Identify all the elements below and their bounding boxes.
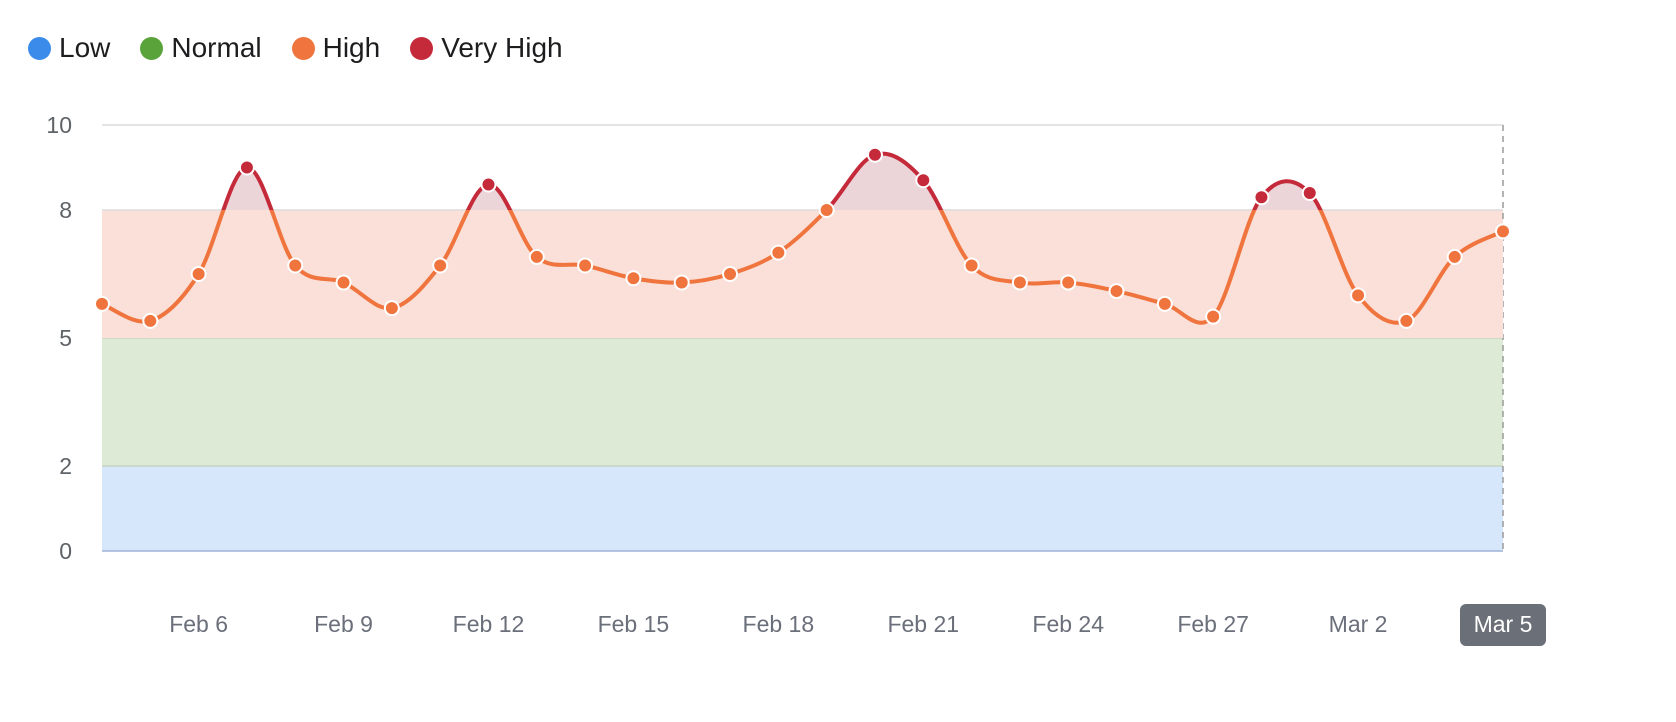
legend-dot <box>410 36 434 60</box>
series-line-high <box>101 210 1504 325</box>
x-tick-label: Feb 18 <box>743 611 815 637</box>
data-point[interactable] <box>1398 312 1415 329</box>
data-point[interactable] <box>1060 274 1077 291</box>
data-point[interactable] <box>142 312 159 329</box>
data-point[interactable] <box>238 159 255 176</box>
legend-dot <box>140 36 164 60</box>
band-normal <box>102 338 1503 466</box>
data-point[interactable] <box>335 274 352 291</box>
data-point[interactable] <box>818 202 835 218</box>
data-point[interactable] <box>770 244 787 261</box>
legend-dot <box>28 36 51 60</box>
data-point[interactable] <box>480 176 497 193</box>
chart-legend: Low Normal High Very High <box>28 28 593 68</box>
legend-label: Low <box>59 32 111 63</box>
data-point[interactable] <box>528 248 545 265</box>
data-point[interactable] <box>963 257 980 274</box>
legend-item-very-high[interactable]: Very High <box>410 32 563 64</box>
data-point[interactable] <box>1301 185 1318 201</box>
x-tick-label: Feb 6 <box>169 611 228 637</box>
x-tick-label: Feb 9 <box>314 611 373 637</box>
data-point[interactable] <box>1108 283 1125 300</box>
data-point[interactable] <box>190 266 207 282</box>
legend-label: Very High <box>441 32 563 63</box>
data-point[interactable] <box>1446 248 1463 265</box>
data-point[interactable] <box>1205 308 1222 325</box>
data-point[interactable] <box>1495 223 1511 240</box>
data-point[interactable] <box>915 172 932 189</box>
data-point[interactable] <box>673 274 690 291</box>
data-point[interactable] <box>866 146 883 163</box>
data-point[interactable] <box>1011 274 1028 291</box>
y-tick-label: 2 <box>59 453 72 479</box>
data-point[interactable] <box>432 257 449 274</box>
legend-label: Normal <box>171 32 262 63</box>
data-point[interactable] <box>1350 287 1367 304</box>
x-tick-label: Mar 2 <box>1329 611 1388 637</box>
x-tick-label: Feb 24 <box>1032 611 1104 637</box>
y-tick-label: 5 <box>59 325 72 351</box>
band-low <box>102 466 1503 551</box>
area-high <box>102 210 1503 338</box>
data-point[interactable] <box>287 257 304 274</box>
x-tick-highlight-badge <box>1460 604 1546 646</box>
legend-dot <box>291 36 315 60</box>
series-line-very-high <box>221 151 1323 210</box>
x-tick-label: Feb 21 <box>887 611 959 637</box>
data-point[interactable] <box>1156 295 1173 312</box>
legend-label: High <box>322 32 381 63</box>
data-point[interactable] <box>577 257 594 274</box>
x-tick-label: Feb 27 <box>1177 611 1249 637</box>
x-tick-label: Feb 15 <box>598 611 670 637</box>
legend-item-normal[interactable]: Normal <box>140 32 262 64</box>
y-tick-label: 8 <box>59 197 72 223</box>
x-tick-label-active: Mar 5 <box>1474 611 1533 637</box>
x-tick-label: Feb 12 <box>453 611 525 637</box>
legend-item-low[interactable]: Low <box>28 32 110 64</box>
data-point[interactable] <box>722 266 739 282</box>
area-very-high <box>223 153 1321 210</box>
data-point[interactable] <box>1253 189 1270 206</box>
data-point[interactable] <box>383 300 400 317</box>
y-tick-label: 10 <box>46 112 72 138</box>
data-point[interactable] <box>94 295 110 312</box>
legend-item-high[interactable]: High <box>291 32 381 64</box>
data-point[interactable] <box>625 270 642 287</box>
y-tick-label: 0 <box>59 538 72 564</box>
